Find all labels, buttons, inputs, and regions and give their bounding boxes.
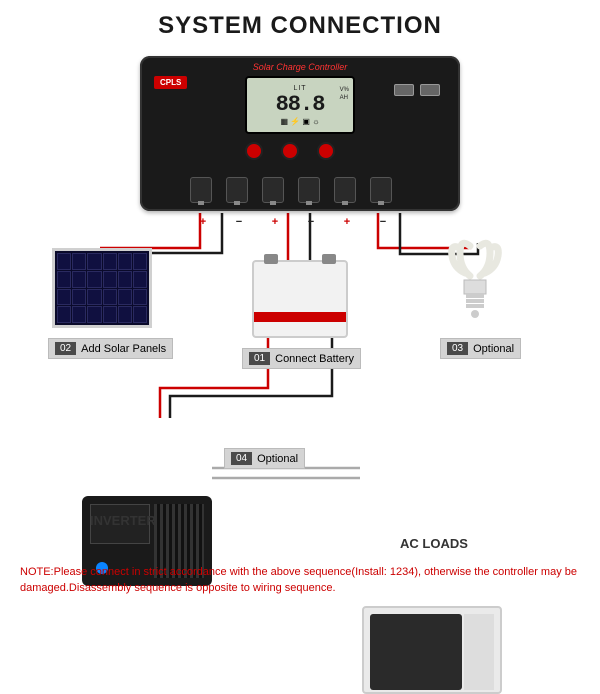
step-number: 01 (249, 352, 270, 365)
label-bulb: 03 Optional (440, 338, 521, 359)
controller-buttons (245, 142, 335, 160)
battery-terminal (322, 254, 336, 264)
lcd-screen: LIT 88.8 ▦ ⚡ ▣ ☼ V%AH (245, 76, 355, 134)
warning-note: NOTE:Please connect in strict accordance… (20, 565, 580, 596)
battery-terminal (264, 254, 278, 264)
label-battery: 01 Connect Battery (242, 348, 361, 369)
label-inverter: 04 Optional (224, 448, 305, 469)
lcd-units: V%AH (340, 86, 349, 103)
ac-loads-name: AC LOADS (400, 536, 468, 551)
step-number: 03 (447, 342, 468, 355)
page-title: SYSTEM CONNECTION (0, 0, 600, 48)
terminal (262, 177, 284, 203)
step-text: Connect Battery (275, 353, 354, 365)
controller-button[interactable] (281, 142, 299, 160)
microwave-icon (362, 606, 502, 694)
terminal-strip (190, 177, 392, 203)
step-text: Optional (257, 453, 298, 465)
lcd-icons: ▦ ⚡ ▣ ☼ (280, 117, 319, 126)
usb-port (420, 84, 440, 96)
inverter-name: INVERTER (90, 513, 156, 528)
microwave-door (370, 614, 462, 690)
battery-band (254, 312, 346, 322)
terminal (190, 177, 212, 203)
brand-badge: CPLS (154, 76, 187, 89)
solar-panel-icon (52, 248, 152, 328)
terminal (298, 177, 320, 203)
terminal (370, 177, 392, 203)
polarity-neg: − (228, 216, 250, 582)
controller-header: Solar Charge Controller (140, 56, 460, 74)
battery-icon (252, 260, 348, 338)
usb-port (394, 84, 414, 96)
lcd-digits: 88.8 (276, 92, 325, 117)
usb-ports (394, 84, 440, 96)
microwave-panel (464, 614, 494, 690)
controller-button[interactable] (317, 142, 335, 160)
charge-controller: Solar Charge Controller CPLS LIT 88.8 ▦ … (140, 56, 460, 211)
polarity-neg: − (372, 216, 394, 582)
cfl-bulb-icon (440, 238, 510, 338)
step-number: 02 (55, 342, 76, 355)
controller-button[interactable] (245, 142, 263, 160)
label-solar: 02 Add Solar Panels (48, 338, 173, 359)
diagram-stage: Solar Charge Controller CPLS LIT 88.8 ▦ … (0, 48, 600, 568)
terminal (226, 177, 248, 203)
step-text: Add Solar Panels (81, 343, 166, 355)
lcd-indicator: LIT (293, 85, 306, 92)
terminal (334, 177, 356, 203)
step-number: 04 (231, 452, 252, 465)
step-text: Optional (473, 343, 514, 355)
